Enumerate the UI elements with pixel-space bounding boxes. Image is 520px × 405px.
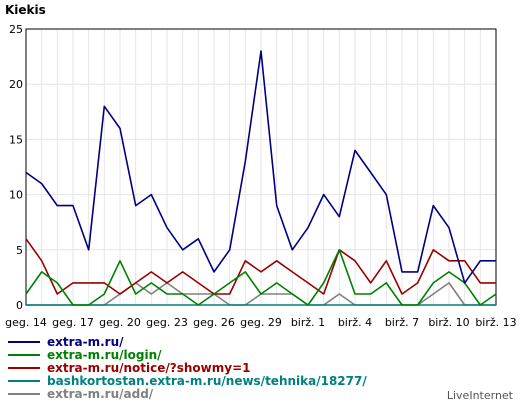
y-tick-label: 15 bbox=[9, 133, 23, 146]
x-tick-label: geg. 14 bbox=[5, 316, 47, 329]
x-tick-label: birž. 1 bbox=[291, 316, 325, 329]
y-axis-ticks: 0 5 10 15 20 25 bbox=[9, 23, 23, 312]
x-tick-label: geg. 29 bbox=[240, 316, 282, 329]
legend-entry: bashkortostan.extra-m.ru/news/tehnika/18… bbox=[47, 374, 367, 388]
x-tick-label: birž. 7 bbox=[385, 316, 419, 329]
x-tick-label: geg. 26 bbox=[193, 316, 235, 329]
series-lines bbox=[25, 50, 497, 306]
chart-grid bbox=[26, 29, 496, 305]
x-tick-label: birž. 4 bbox=[338, 316, 372, 329]
y-tick-label: 10 bbox=[9, 189, 23, 202]
x-tick-label: geg. 17 bbox=[52, 316, 94, 329]
x-tick-label: geg. 20 bbox=[99, 316, 141, 329]
x-tick-label: geg. 23 bbox=[146, 316, 188, 329]
series-line-2 bbox=[25, 249, 497, 306]
x-tick-label: birž. 13 bbox=[475, 316, 516, 329]
legend-entry: extra-m.ru/add/ bbox=[47, 387, 154, 401]
legend-entry: extra-m.ru/ bbox=[47, 335, 124, 349]
series-line-1 bbox=[25, 50, 496, 284]
legend: extra-m.ru/extra-m.ru/login/extra-m.ru/n… bbox=[8, 335, 367, 401]
y-tick-label: 20 bbox=[9, 78, 23, 91]
y-tick-label: 25 bbox=[9, 23, 23, 36]
x-tick-label: birž. 10 bbox=[428, 316, 469, 329]
y-tick-label: 0 bbox=[16, 299, 23, 312]
x-axis-ticks: geg. 14 geg. 17 geg. 20 geg. 23 geg. 26 geg. … bbox=[5, 316, 517, 329]
chart-title: Kiekis bbox=[5, 3, 46, 17]
legend-entry: extra-m.ru/login/ bbox=[47, 348, 162, 362]
series-line-3 bbox=[25, 238, 496, 295]
branding-text: LiveInternet bbox=[447, 389, 514, 402]
legend-entry: extra-m.ru/notice/?showmy=1 bbox=[47, 361, 251, 375]
y-tick-label: 5 bbox=[16, 244, 23, 257]
